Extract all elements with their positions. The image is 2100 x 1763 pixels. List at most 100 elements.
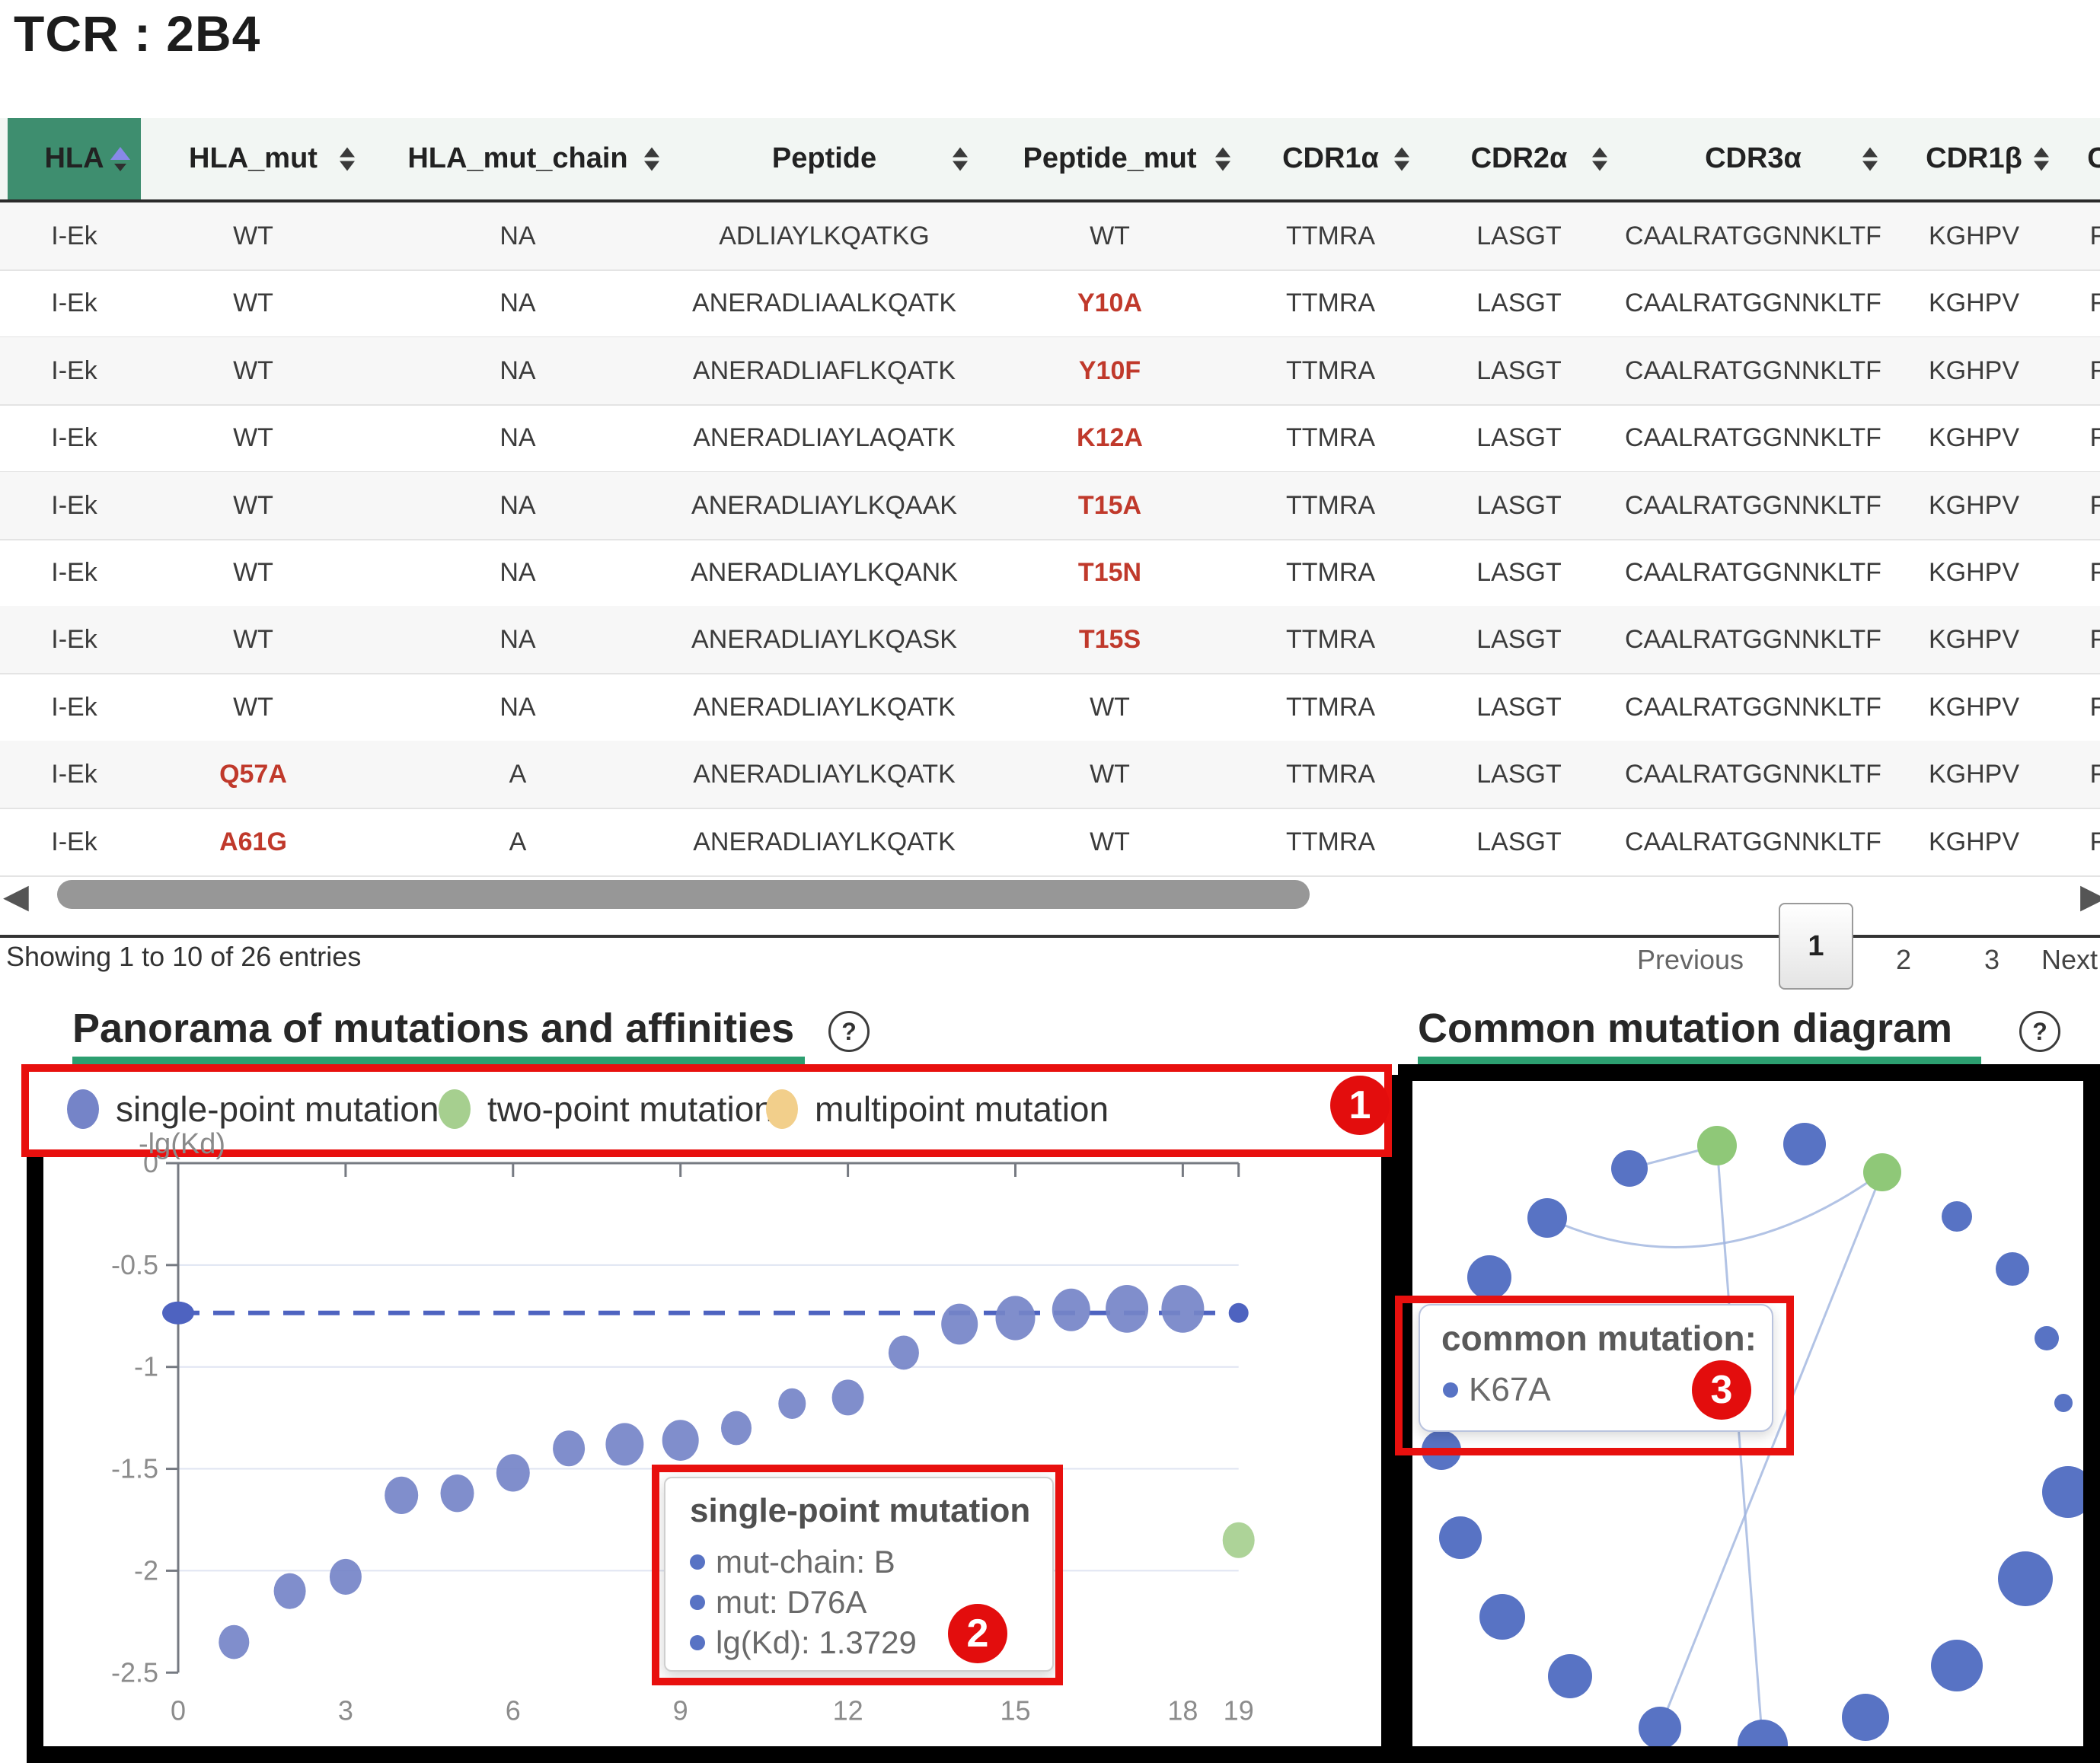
network-node-blue[interactable] [1998, 1551, 2053, 1606]
network-node-blue[interactable] [1527, 1198, 1567, 1238]
table-cell: ANERADLIAYLKQANK [691, 557, 958, 587]
scatter-point[interactable] [440, 1474, 474, 1513]
pagination-page-3[interactable]: 3 [1984, 944, 2000, 975]
table-cell: CAALRATGGNNKLTF [1625, 692, 1881, 722]
pagination-page-1[interactable]: 1 [1779, 903, 1853, 990]
table-cell: CAALRATGGNNKLTF [1625, 490, 1881, 520]
scatter-point[interactable] [553, 1430, 586, 1467]
network-node-blue[interactable] [1467, 1255, 1511, 1299]
x-tick-label: 0 [171, 1694, 186, 1726]
network-node-green[interactable] [1863, 1153, 1901, 1191]
y-tick-label: -1 [134, 1351, 158, 1382]
column-header-CDR1α[interactable]: CDR1α [1241, 118, 1420, 199]
pagination-next[interactable]: Next [2041, 944, 2098, 975]
table-cell: CAALRATGGNNKLTF [1625, 557, 1881, 587]
table-cell: ANERADLIAYLKQATK [693, 827, 956, 856]
table-cell: NA [499, 692, 536, 722]
scatter-point[interactable] [888, 1335, 919, 1370]
annotation-badge-3: 3 [1692, 1360, 1751, 1420]
network-node-blue[interactable] [1931, 1640, 1983, 1691]
table-cell: WT [233, 355, 273, 385]
table-cell: WT [233, 692, 273, 722]
table-cell: I-Ek [51, 221, 97, 250]
help-icon[interactable]: ? [2019, 1011, 2060, 1052]
legend-item-3[interactable]: multipoint mutation [766, 1089, 1109, 1130]
network-node-blue[interactable] [1738, 1720, 1788, 1746]
scatter-point[interactable] [385, 1476, 419, 1514]
network-node-green[interactable] [1697, 1126, 1737, 1165]
network-node-blue[interactable] [2054, 1394, 2073, 1412]
legend-item-1[interactable]: single-point mutation [67, 1089, 439, 1130]
column-header-Peptide_mut[interactable]: Peptide_mut [978, 118, 1241, 199]
table-cell: TTMRA [1285, 624, 1376, 654]
common-title-underline [1418, 1057, 1981, 1066]
pagination-page-2[interactable]: 2 [1895, 944, 1912, 975]
scatter-point[interactable] [1052, 1288, 1090, 1331]
table-cell: CAALRATGGNNKLTF [1625, 355, 1881, 385]
network-node-blue[interactable] [1611, 1150, 1648, 1187]
table-cell: F [2089, 422, 2100, 452]
scatter-point[interactable] [778, 1388, 806, 1420]
network-node-blue[interactable] [1439, 1516, 1482, 1559]
table-cell: TTMRA [1285, 557, 1376, 587]
scatter-point[interactable] [273, 1573, 306, 1609]
column-label: HLA [44, 142, 104, 174]
table-cell: TTMRA [1285, 221, 1376, 250]
table-cell: WT [1090, 221, 1130, 250]
scatter-point[interactable] [329, 1558, 362, 1595]
column-label: CDR1β [1926, 142, 2022, 174]
horizontal-scrollbar-thumb[interactable] [57, 880, 1310, 909]
table-cell: KGHPV [1928, 221, 2020, 250]
scatter-point[interactable] [941, 1303, 978, 1345]
tooltip-title: single-point mutation [690, 1492, 1031, 1529]
scatter-point[interactable] [1161, 1285, 1205, 1333]
scroll-right-icon[interactable]: ▶ [2080, 878, 2100, 915]
bullet-dot-icon [690, 1595, 705, 1610]
column-header-CDR2α[interactable]: CDR2α [1420, 118, 1618, 199]
scatter-point[interactable] [1106, 1285, 1149, 1333]
legend-dot-icon [766, 1089, 798, 1129]
scroll-left-icon[interactable]: ◀ [3, 878, 29, 915]
network-node-blue[interactable] [1639, 1707, 1681, 1746]
table-cell: ADLIAYLKQATKG [719, 221, 930, 250]
column-header-HLA[interactable]: HLA [8, 118, 141, 199]
table-cell: WT [233, 422, 273, 452]
x-tick-label: 12 [833, 1694, 863, 1726]
network-node-blue[interactable] [1996, 1252, 2029, 1286]
column-header-CDR1β[interactable]: CDR1β [1888, 118, 2060, 199]
table-cell: NA [499, 624, 536, 654]
network-node-blue[interactable] [1783, 1123, 1826, 1165]
network-node-blue[interactable] [1942, 1201, 1972, 1232]
scatter-point[interactable] [721, 1411, 752, 1446]
pagination-previous[interactable]: Previous [1636, 944, 1744, 975]
table-cell: F [2089, 827, 2100, 856]
table-cell: NA [499, 288, 536, 317]
scatter-point[interactable] [219, 1624, 250, 1659]
table-cell: I-Ek [51, 827, 97, 856]
table-cell: I-Ek [51, 355, 97, 385]
network-node-blue[interactable] [2035, 1326, 2059, 1350]
network-node-blue[interactable] [1842, 1694, 1889, 1741]
scatter-point[interactable] [995, 1296, 1036, 1341]
table-cell: KGHPV [1928, 692, 2020, 722]
scatter-point[interactable] [1222, 1522, 1255, 1558]
column-header-CDR3α[interactable]: CDR3α [1618, 118, 1888, 199]
network-node-blue[interactable] [1479, 1594, 1525, 1640]
network-node-blue[interactable] [2042, 1466, 2083, 1518]
column-header-HLA_mut_chain[interactable]: HLA_mut_chain [365, 118, 670, 199]
legend-item-2[interactable]: two-point mutation [439, 1089, 774, 1130]
tooltip-title: common mutation: [1441, 1318, 1757, 1358]
column-header-HLA_mut[interactable]: HLA_mut [141, 118, 365, 199]
network-node-blue[interactable] [1548, 1654, 1592, 1698]
scatter-point[interactable] [831, 1379, 864, 1416]
table-cell: WT [233, 288, 273, 317]
table-cell: LASGT [1476, 759, 1562, 789]
panorama-title-underline [72, 1057, 805, 1066]
column-header-Peptide[interactable]: Peptide [670, 118, 978, 199]
scatter-point[interactable] [662, 1420, 699, 1461]
scatter-point[interactable] [605, 1423, 644, 1466]
table-cell: CAALRATGGNNKLTF [1625, 827, 1881, 856]
help-icon[interactable]: ? [828, 1011, 870, 1052]
scatter-point[interactable] [496, 1454, 530, 1492]
baseline-start-dot [162, 1301, 194, 1325]
